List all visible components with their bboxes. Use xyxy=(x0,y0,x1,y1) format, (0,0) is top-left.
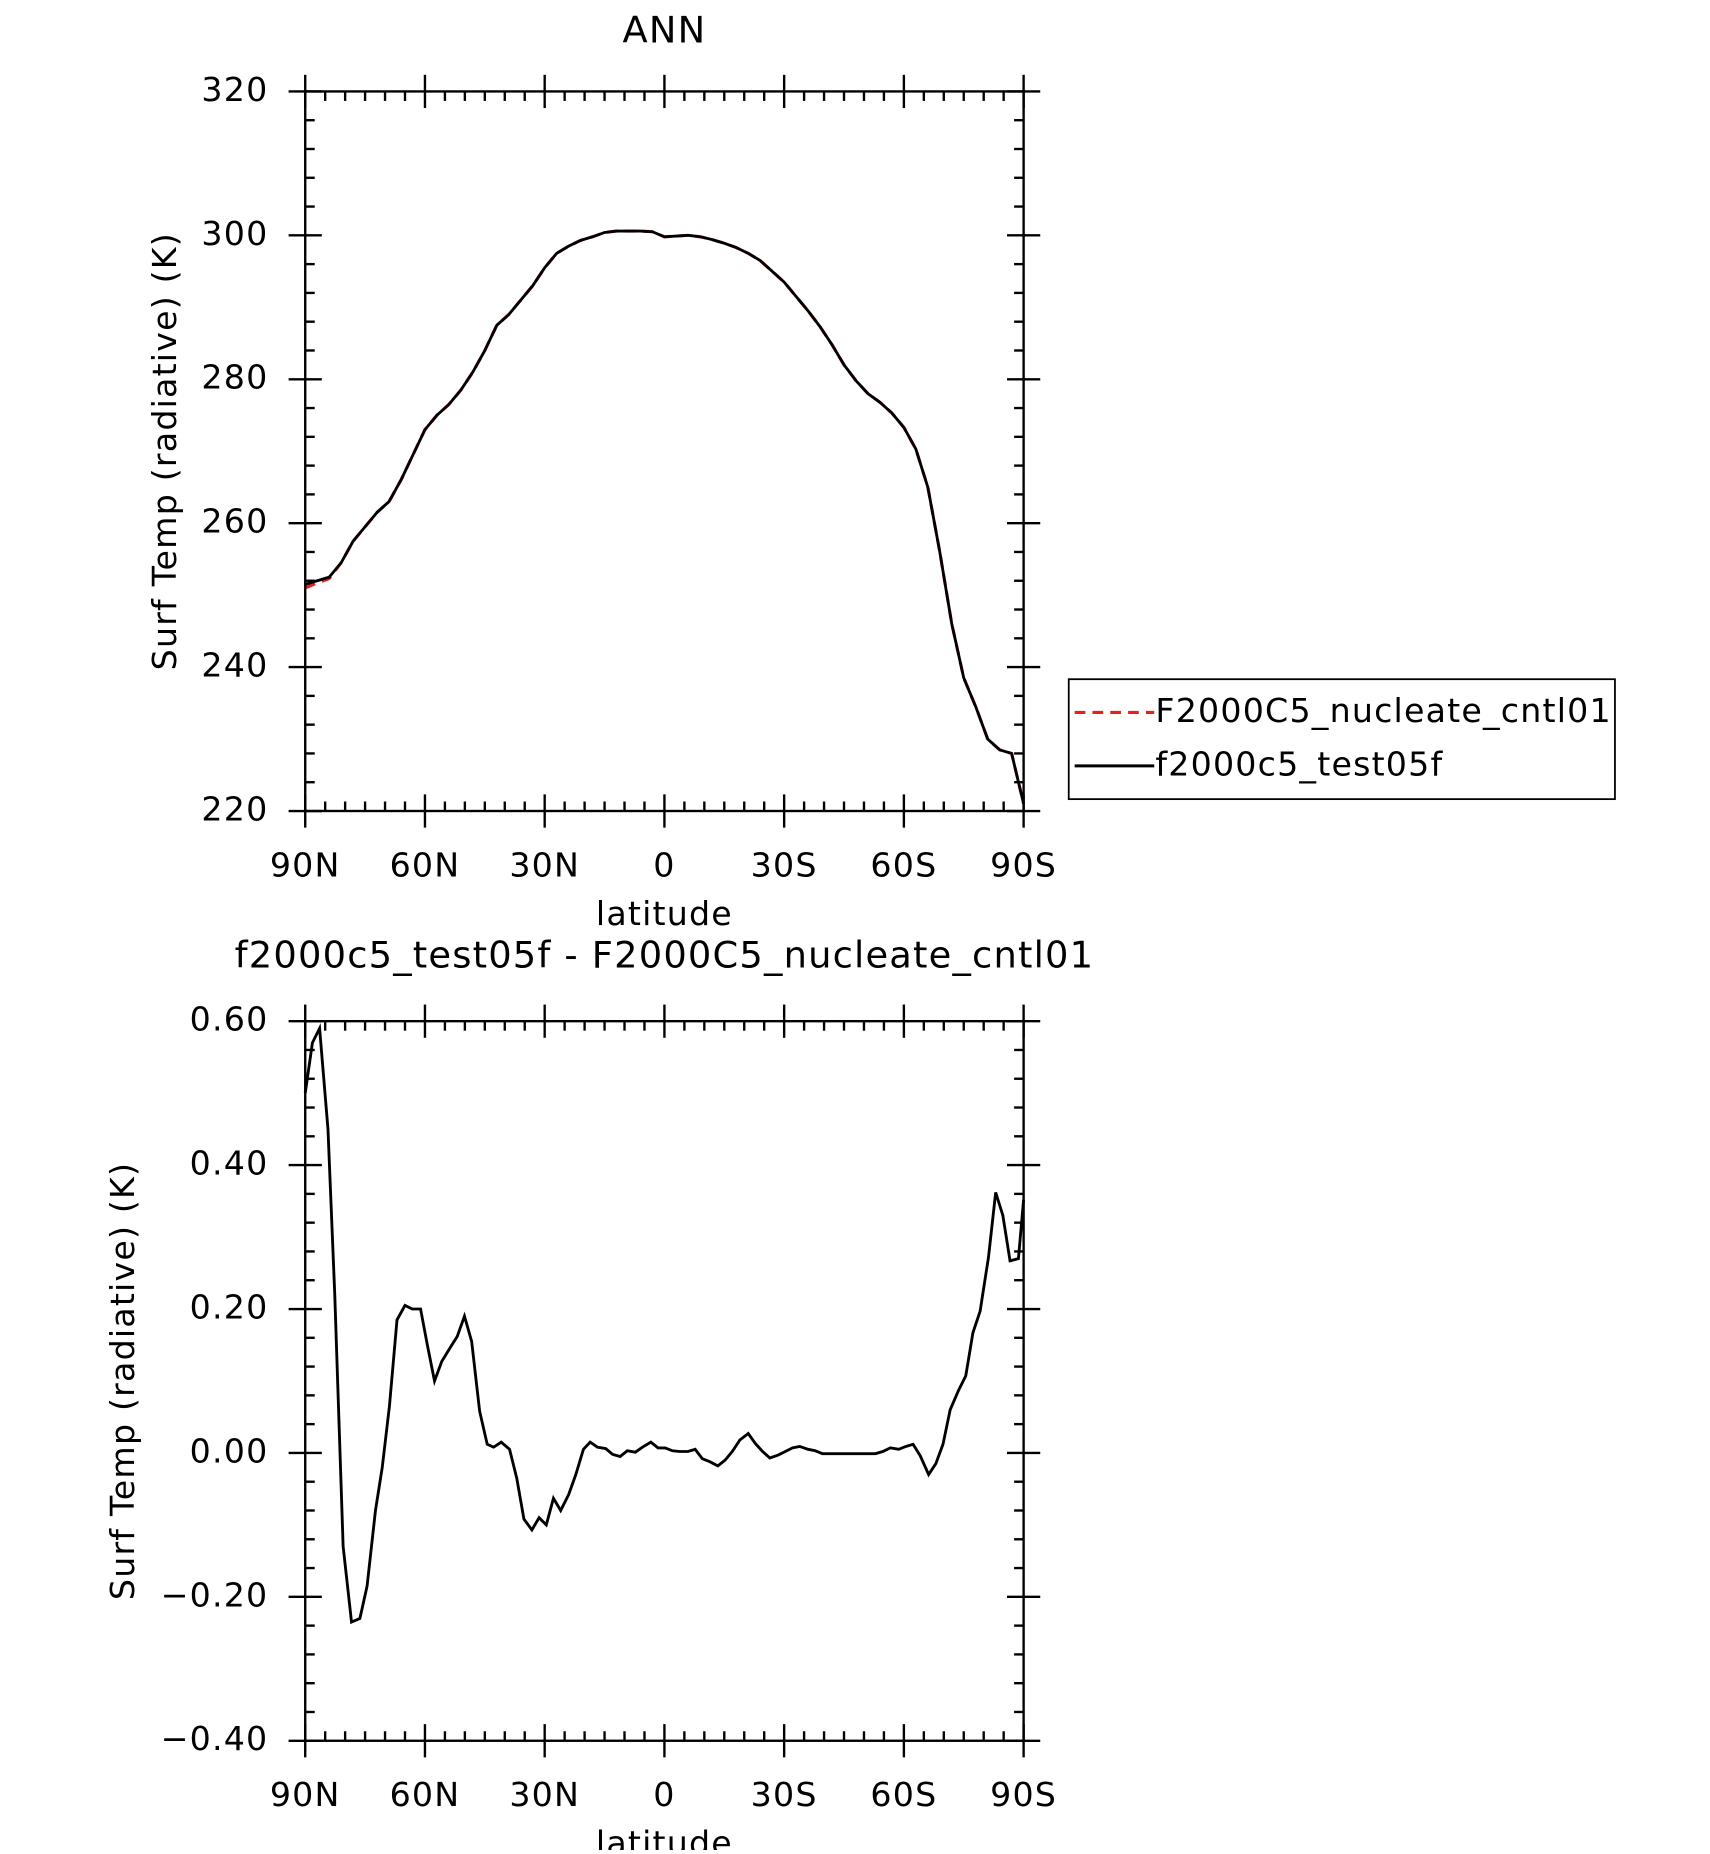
series-line xyxy=(304,229,1026,805)
y-tick-label: −0.20 xyxy=(161,1575,269,1614)
x-tick-label: 30S xyxy=(751,1775,818,1814)
y-tick-label: 0.20 xyxy=(190,1288,269,1327)
plot-frame xyxy=(304,1019,1025,1742)
chart-title: f2000c5_test05f - F2000C5_nucleate_cntl0… xyxy=(235,934,1095,977)
x-tick-label: 60S xyxy=(870,1775,937,1814)
y-tick-label: 0.00 xyxy=(190,1431,269,1470)
x-tick-label: 90S xyxy=(990,1775,1057,1814)
y-tick-label: 260 xyxy=(201,502,268,541)
y-axis-label: Surf Temp (radiative) (K) xyxy=(145,232,184,670)
x-tick-label: 60N xyxy=(390,845,461,884)
y-tick-label: 300 xyxy=(201,214,268,253)
x-tick-label: 30N xyxy=(509,1775,580,1814)
chart-title: ANN xyxy=(623,9,707,52)
y-axis-label: Surf Temp (radiative) (K) xyxy=(103,1162,142,1600)
y-tick-label: 280 xyxy=(201,358,268,397)
x-tick-label: 0 xyxy=(653,845,675,884)
x-tick-label: 60N xyxy=(390,1775,461,1814)
x-tick-label: 0 xyxy=(653,1775,675,1814)
series-line xyxy=(303,1023,1026,1625)
x-tick-label: 60S xyxy=(870,845,937,884)
x-axis-label: latitude xyxy=(596,1824,733,1850)
legend-label: F2000C5_nucleate_cntl01 xyxy=(1155,691,1611,730)
y-tick-label: 240 xyxy=(201,646,268,685)
y-tick-label: −0.40 xyxy=(161,1719,269,1758)
y-tick-label: 0.40 xyxy=(190,1144,269,1183)
x-tick-label: 90N xyxy=(270,1775,341,1814)
legend-label: f2000c5_test05f xyxy=(1155,744,1443,783)
x-axis-label: latitude xyxy=(596,894,733,933)
y-tick-label: 320 xyxy=(201,70,268,109)
series-line xyxy=(304,229,1025,805)
y-tick-label: 0.60 xyxy=(190,1000,269,1039)
legend-box xyxy=(1067,678,1616,801)
x-tick-label: 90S xyxy=(990,845,1057,884)
x-tick-label: 90N xyxy=(270,845,341,884)
y-tick-label: 220 xyxy=(201,790,268,829)
plot-frame xyxy=(304,90,1025,813)
x-tick-label: 30N xyxy=(509,845,580,884)
x-tick-label: 30S xyxy=(751,845,818,884)
